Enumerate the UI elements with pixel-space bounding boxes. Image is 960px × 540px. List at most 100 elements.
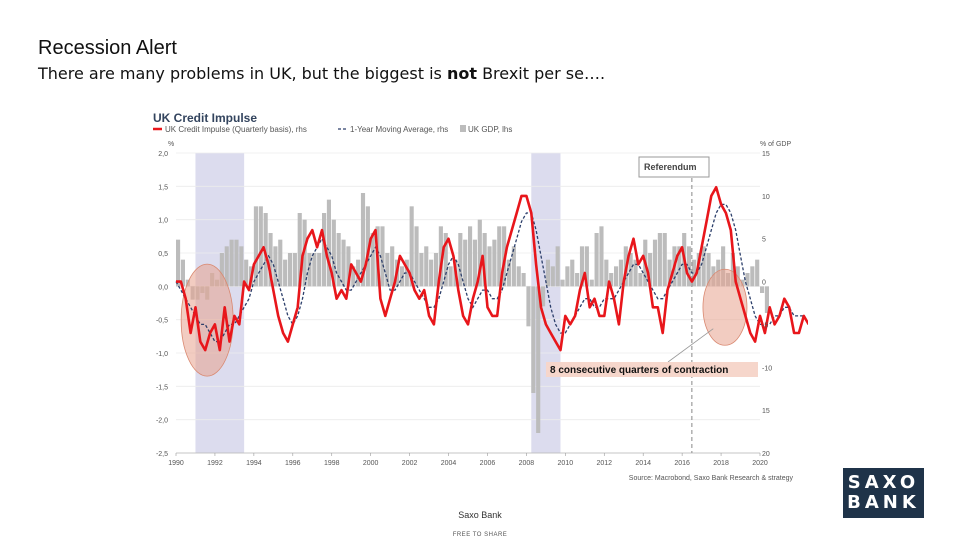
gdp-bar bbox=[326, 199, 332, 287]
moving-average-series bbox=[175, 203, 804, 343]
gdp-bar bbox=[531, 286, 536, 393]
gdp-bar bbox=[526, 286, 531, 327]
right-axis-unit: % of GDP bbox=[760, 141, 791, 148]
gdp-bar bbox=[443, 233, 448, 287]
gdp-bar bbox=[706, 253, 711, 287]
left-tick-label: -1,5 bbox=[156, 384, 168, 391]
gdp-bar bbox=[482, 233, 487, 287]
gdp-bar bbox=[652, 239, 658, 287]
right-tick-label: 20 bbox=[762, 451, 770, 458]
x-tick-label: 1992 bbox=[207, 460, 223, 467]
gdp-bar bbox=[575, 273, 580, 287]
gdp-bar bbox=[657, 233, 662, 287]
gdp-bar bbox=[380, 226, 385, 287]
slide-title: Recession Alert bbox=[38, 37, 177, 59]
saxo-bank-logo: SAXO BANK bbox=[843, 468, 924, 518]
gdp-bar bbox=[565, 266, 570, 287]
left-tick-label: -0,5 bbox=[156, 318, 168, 325]
x-tick-label: 2018 bbox=[713, 460, 729, 467]
gdp-bar bbox=[234, 239, 239, 287]
x-tick-label: 2010 bbox=[558, 460, 574, 467]
gdp-bar bbox=[721, 246, 726, 287]
gdp-bar bbox=[633, 259, 638, 287]
right-tick-label: 10 bbox=[762, 194, 770, 201]
gdp-bar bbox=[477, 219, 482, 287]
legend-ma: 1-Year Moving Average, rhs bbox=[350, 125, 448, 134]
gdp-bar bbox=[424, 246, 429, 287]
gdp-bar bbox=[404, 259, 409, 287]
legend-impulse: UK Credit Impulse (Quarterly basis), rhs bbox=[165, 125, 307, 134]
gdp-bar bbox=[740, 279, 745, 287]
gdp-bar bbox=[438, 226, 443, 287]
gdp-bar bbox=[555, 246, 560, 287]
gdp-bar bbox=[609, 273, 614, 287]
gdp-bar bbox=[283, 259, 288, 287]
gdp-bar bbox=[570, 259, 575, 287]
x-tick-label: 2008 bbox=[519, 460, 535, 467]
gdp-bar bbox=[691, 259, 697, 287]
gdp-bar bbox=[433, 253, 439, 287]
right-tick-label: 15 bbox=[762, 408, 770, 415]
gdp-bar bbox=[560, 279, 565, 287]
gdp-bar bbox=[648, 253, 653, 287]
gdp-bar bbox=[662, 233, 667, 287]
right-tick-label: 5 bbox=[762, 237, 766, 244]
gdp-bar bbox=[312, 253, 317, 287]
gdp-bar bbox=[589, 279, 594, 287]
subtitle-post: Brexit per se…. bbox=[476, 64, 606, 83]
gdp-bar bbox=[521, 273, 526, 287]
left-tick-label: -2,0 bbox=[156, 418, 168, 425]
gdp-bar bbox=[687, 246, 692, 287]
right-tick-label: -5 bbox=[762, 322, 768, 329]
gdp-bar bbox=[351, 266, 356, 287]
slide-subtitle: There are many problems in UK, but the b… bbox=[38, 64, 605, 83]
gdp-bar bbox=[511, 246, 516, 287]
gdp-bar bbox=[638, 273, 643, 287]
gdp-bar bbox=[390, 246, 395, 287]
x-tick-label: 2002 bbox=[402, 460, 418, 467]
gdp-bar bbox=[760, 286, 765, 293]
x-tick-label: 1996 bbox=[285, 460, 301, 467]
gdp-bar bbox=[360, 193, 366, 287]
gdp-bar bbox=[448, 266, 453, 287]
gdp-bar bbox=[536, 286, 541, 433]
x-tick-label: 2016 bbox=[674, 460, 690, 467]
gdp-bar bbox=[307, 253, 312, 287]
gdp-bar bbox=[618, 259, 624, 287]
left-tick-label: -2,5 bbox=[156, 451, 168, 458]
left-tick-label: 0,0 bbox=[158, 284, 168, 291]
x-tick-label: 2014 bbox=[635, 460, 651, 467]
gdp-bar bbox=[370, 233, 375, 287]
x-tick-label: 1998 bbox=[324, 460, 340, 467]
gdp-bar bbox=[677, 246, 682, 287]
gdp-bar bbox=[244, 259, 249, 287]
gdp-bar bbox=[579, 246, 585, 287]
gdp-bar bbox=[750, 266, 755, 287]
chart-source: Source: Macrobond, Saxo Bank Research & … bbox=[629, 475, 794, 482]
gdp-bar bbox=[268, 233, 273, 287]
gdp-bar bbox=[176, 239, 181, 287]
highlight-circle bbox=[702, 268, 748, 346]
chart-svg: Referendum 8 consecutive quarters of con… bbox=[153, 111, 810, 482]
gdp-bar bbox=[356, 259, 361, 287]
gdp-bar bbox=[667, 259, 672, 287]
gdp-bar bbox=[317, 253, 322, 287]
gdp-bar bbox=[463, 239, 468, 287]
gdp-bar bbox=[385, 253, 390, 287]
gdp-bar bbox=[545, 259, 551, 287]
x-tick-label: 2000 bbox=[363, 460, 379, 467]
gdp-bar bbox=[516, 266, 521, 287]
subtitle-bold: not bbox=[446, 64, 477, 83]
gdp-bar bbox=[322, 213, 327, 287]
x-tick-label: 2012 bbox=[596, 460, 612, 467]
gdp-bar bbox=[541, 286, 546, 307]
left-tick-label: 1,5 bbox=[158, 184, 168, 191]
gdp-bar bbox=[472, 239, 478, 287]
footer-share: FREE TO SHARE bbox=[452, 532, 508, 538]
gdp-bar bbox=[278, 239, 283, 287]
gdp-bar bbox=[263, 213, 268, 287]
left-tick-label: -1,0 bbox=[156, 351, 168, 358]
gdp-bar bbox=[399, 266, 405, 287]
gdp-bar bbox=[239, 246, 244, 287]
gdp-bar bbox=[346, 246, 351, 287]
